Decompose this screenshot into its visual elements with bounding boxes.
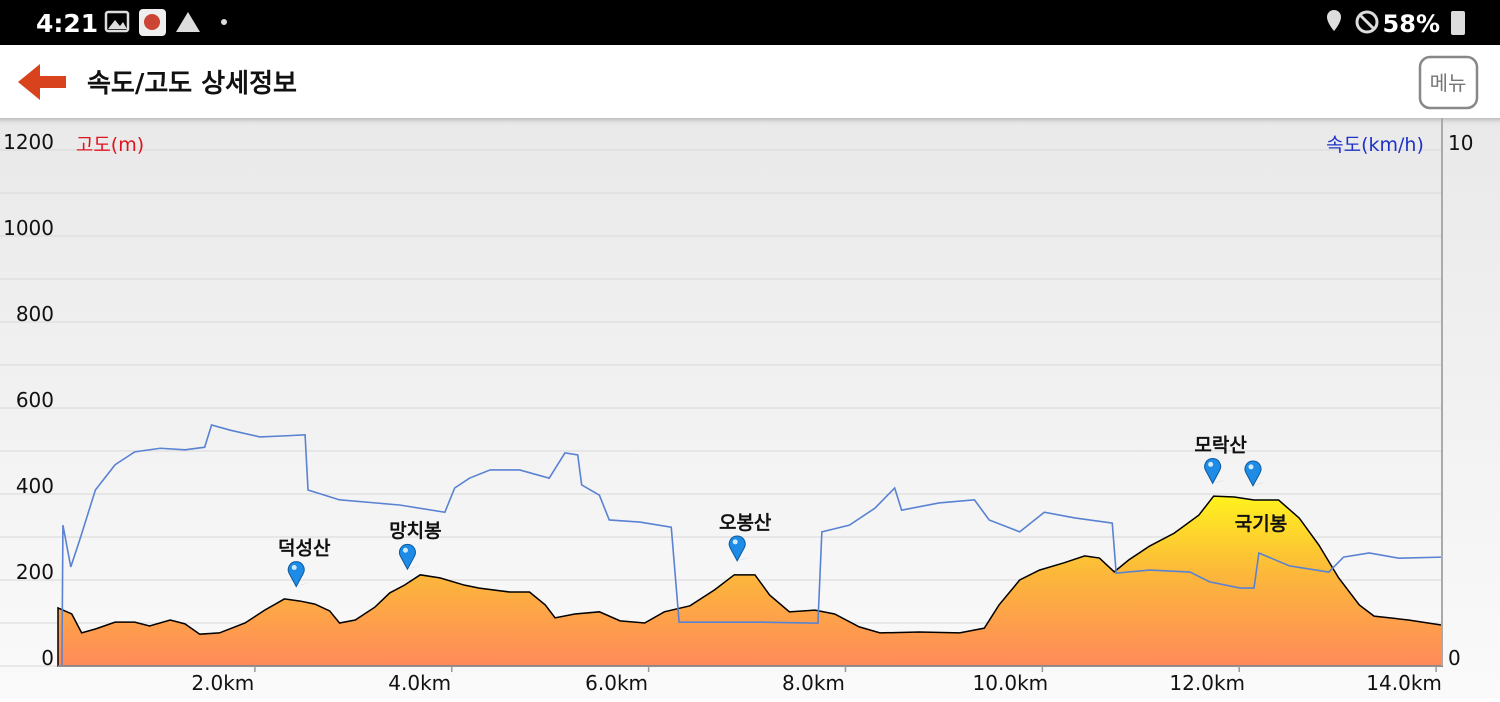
y-tick-label: 200: [16, 560, 54, 584]
header-shadow: [0, 118, 1500, 126]
peak-label: 망치봉: [389, 520, 441, 542]
peak-label: 모락산: [1194, 434, 1247, 456]
peak-pin-highlight: [732, 539, 738, 545]
peak-pin-highlight: [1208, 461, 1214, 467]
status-battery: 58%: [1383, 10, 1440, 38]
speed-line: [61, 424, 1443, 667]
y-tick-label: 600: [16, 388, 54, 412]
peak-label: 국기봉: [1235, 513, 1287, 535]
peak-pin-shadow: [1253, 481, 1268, 486]
y2-tick-label: 0: [1448, 646, 1461, 670]
status-icons: [104, 9, 1465, 36]
x-tick-label: 4.0km: [388, 671, 451, 695]
y-tick-label: 0: [41, 646, 54, 670]
header-title: 속도/고도 상세정보: [87, 69, 297, 99]
x-tick-label: 10.0km: [973, 671, 1049, 695]
status-time: 4:21: [36, 9, 98, 38]
x-tick-label: 8.0km: [782, 671, 845, 695]
y-tick-label: 400: [16, 474, 54, 498]
y-tick-label: 800: [16, 302, 54, 326]
peak-pin-shadow: [1212, 479, 1227, 484]
peak-label: 오봉산: [719, 512, 772, 534]
peak-pin-shadow: [737, 556, 752, 561]
elevation-area: [57, 495, 1443, 667]
peak-pin-highlight: [402, 547, 408, 553]
peak-pin-shadow: [296, 582, 311, 587]
x-tick-label: 2.0km: [191, 671, 254, 695]
peak-label: 덕성산: [278, 538, 331, 560]
header: [0, 45, 1500, 118]
peak-pin-highlight: [1248, 464, 1254, 470]
x-tick-label: 12.0km: [1169, 671, 1245, 695]
peak-pin-shadow: [407, 565, 422, 570]
x-tick-label: 14.0km: [1366, 671, 1442, 695]
y-tick-label: 1200: [3, 130, 54, 154]
peak-pin-highlight: [291, 565, 297, 571]
status-bar: [0, 0, 1500, 45]
y-tick-label: 1000: [3, 216, 54, 240]
y-axis-title: 고도(m): [76, 134, 144, 156]
x-tick-label: 6.0km: [585, 671, 648, 695]
menu-button-label: 메뉴: [1430, 71, 1467, 95]
y2-axis-title: 속도(km/h): [1326, 134, 1424, 156]
y2-tick-label: 10: [1448, 131, 1473, 155]
menu-button[interactable]: [1418, 55, 1479, 110]
back-button[interactable]: [18, 64, 66, 100]
